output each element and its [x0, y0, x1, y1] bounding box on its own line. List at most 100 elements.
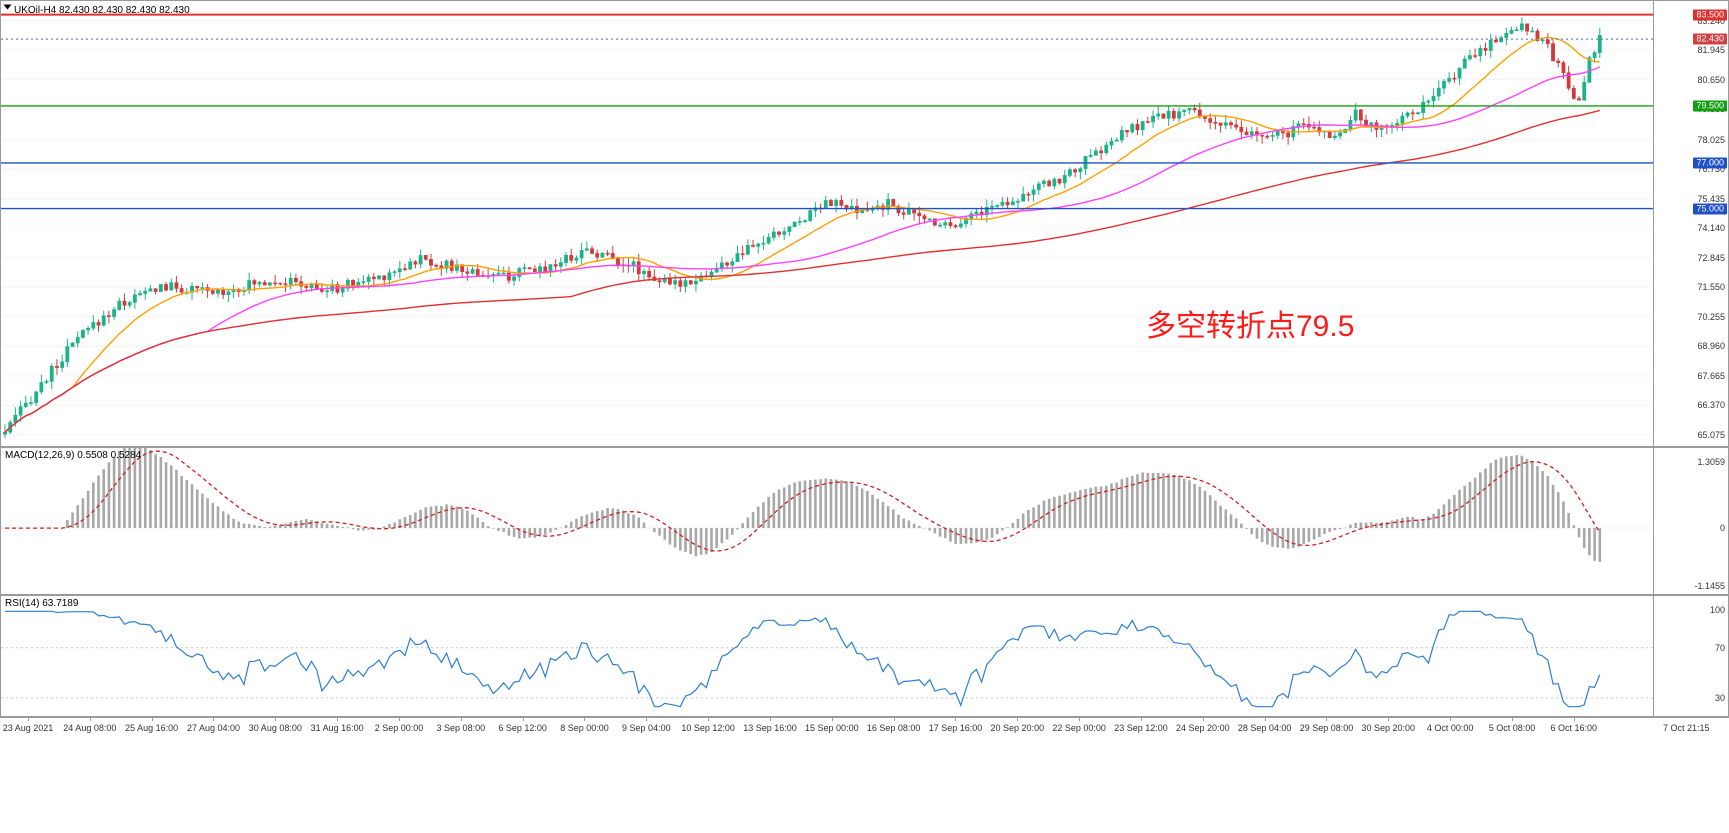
- time-axis-label: 15 Sep 00:00: [805, 723, 859, 733]
- time-axis-label: 3 Sep 08:00: [436, 723, 486, 733]
- time-axis-label: 2 Sep 00:00: [374, 723, 424, 733]
- price-y-tick: 78.025: [1697, 134, 1725, 145]
- time-axis-tick: [708, 717, 710, 721]
- time-axis-tick: [1511, 717, 1513, 721]
- time-axis-label: 13 Sep 16:00: [743, 723, 797, 733]
- collapse-triangle-icon[interactable]: [3, 4, 12, 10]
- price-y-tick: 74.140: [1697, 223, 1725, 234]
- rsi-panel-header: RSI(14) 63.7189: [5, 598, 78, 609]
- price-plot-area[interactable]: 多空转折点79.5: [1, 1, 1653, 446]
- rsi-panel-title: RSI(14) 63.7189: [5, 598, 79, 609]
- rsi-y-tick: 70: [1714, 642, 1725, 653]
- time-axis-label: 28 Sep 04:00: [1237, 723, 1292, 733]
- time-axis-tick: [955, 717, 957, 721]
- rsi-y-tick: 100: [1709, 605, 1725, 615]
- macd-y-tick: -1.1455: [1694, 581, 1725, 591]
- price-y-axis[interactable]: 83.24081.94580.65079.35578.02576.73075.4…: [1653, 1, 1728, 446]
- price-y-tick: 71.550: [1697, 282, 1725, 293]
- time-axis-label: 23 Sep 12:00: [1114, 723, 1168, 733]
- price-panel[interactable]: UKOil-H4 82.430 82.430 82.430 82.430 多空转…: [0, 0, 1729, 447]
- time-axis-label: 30 Sep 20:00: [1361, 723, 1416, 733]
- macd-panel[interactable]: MACD(12,26,9) 0.5508 0.5284 1.3059 0 -1.14…: [0, 447, 1729, 595]
- time-axis-tick: [831, 717, 833, 721]
- price-y-tick: 67.665: [1697, 370, 1725, 381]
- price-level-label: 82.430: [1693, 33, 1727, 45]
- time-axis-label: 25 Aug 16:00: [125, 723, 179, 733]
- time-axis-label: 31 Aug 16:00: [310, 723, 364, 733]
- macd-series-svg: [1, 448, 1653, 562]
- time-axis-label: 8 Sep 00:00: [560, 723, 609, 733]
- price-y-tick: 83.240: [1697, 15, 1725, 26]
- time-axis-label: 23 Aug 2021: [2, 723, 54, 733]
- time-axis-label: 10 Sep 12:00: [681, 723, 735, 733]
- price-level-label: 77.000: [1693, 157, 1727, 169]
- time-axis-tick: [646, 717, 648, 721]
- time-axis-label: 24 Aug 08:00: [63, 723, 117, 733]
- time-axis-tick: [89, 717, 91, 721]
- time-axis-label: 27 Aug 04:00: [186, 723, 241, 733]
- price-y-tick: 76.730: [1697, 164, 1725, 175]
- time-axis-label: 4 Oct 00:00: [1426, 723, 1474, 733]
- macd-y-axis[interactable]: 1.3059 0 -1.1455: [1653, 448, 1728, 594]
- price-y-tick: 80.650: [1697, 74, 1725, 85]
- time-axis-tick: [1326, 717, 1328, 721]
- price-y-tick: 70.255: [1697, 311, 1725, 322]
- time-axis-label: 17 Sep 16:00: [928, 723, 983, 733]
- rsi-plot-area[interactable]: [1, 596, 1653, 716]
- rsi-y-axis[interactable]: 100 70 30: [1653, 596, 1728, 716]
- macd-y-tick: 1.3059: [1697, 457, 1725, 467]
- price-y-tick: 65.075: [1697, 429, 1725, 440]
- price-y-tick: 72.845: [1697, 252, 1725, 263]
- time-axis[interactable]: 23 Aug 2021 24 Aug 08:00 25 Aug 16:00 27 Au…: [0, 717, 1729, 833]
- price-y-tick: 75.435: [1697, 193, 1725, 204]
- time-axis-label: 5 Oct 08:00: [1488, 723, 1536, 733]
- time-axis-tick: [275, 717, 277, 721]
- time-axis-label: 30 Aug 08:00: [248, 723, 302, 733]
- time-axis-label: 24 Sep 20:00: [1176, 723, 1230, 733]
- price-panel-header: UKOil-H4 82.430 82.430 82.430 82.430: [3, 3, 190, 16]
- time-axis-tick: [1573, 717, 1575, 721]
- time-axis-label: 6 Oct 16:00: [1550, 723, 1598, 733]
- price-y-tick: 81.945: [1697, 45, 1725, 56]
- macd-panel-header: MACD(12,26,9) 0.5508 0.5284: [5, 450, 141, 461]
- macd-plot-area[interactable]: [1, 448, 1653, 594]
- macd-y-tick: 0: [1719, 523, 1725, 534]
- time-axis-tick: [1450, 717, 1452, 721]
- rsi-y-tick: 30: [1714, 692, 1725, 703]
- time-axis-line: [0, 717, 1729, 718]
- time-axis-label: 20 Sep 20:00: [990, 723, 1045, 733]
- time-axis-tick: [1264, 717, 1266, 721]
- time-axis-tick: [1079, 717, 1081, 721]
- time-axis-tick: [213, 717, 215, 721]
- price-level-label: 79.500: [1693, 100, 1727, 112]
- time-axis-tick: [460, 717, 462, 721]
- time-axis-label: 16 Sep 08:00: [866, 723, 921, 733]
- time-axis-last-label: 7 Oct 21:15: [1663, 723, 1710, 733]
- time-axis-tick: [151, 717, 153, 721]
- time-axis-tick: [28, 717, 29, 721]
- time-axis-tick: [522, 717, 524, 721]
- macd-panel-title: MACD(12,26,9) 0.5508 0.5284: [5, 450, 142, 461]
- time-axis-tick: [1202, 717, 1204, 721]
- time-axis-label: 22 Sep 00:00: [1052, 723, 1106, 733]
- time-axis-tick: [584, 717, 586, 721]
- price-y-tick: 68.960: [1697, 341, 1725, 352]
- price-y-tick: 66.370: [1697, 400, 1725, 411]
- time-axis-tick: [1017, 717, 1019, 721]
- price-panel-title: UKOil-H4 82.430 82.430 82.430 82.430: [14, 5, 190, 16]
- time-axis-label: 9 Sep 04:00: [622, 723, 671, 733]
- time-axis-tick: [1388, 717, 1390, 721]
- time-axis-label: 29 Sep 08:00: [1299, 723, 1354, 733]
- time-axis-tick: [398, 717, 400, 721]
- time-axis-label: 6 Sep 12:00: [498, 723, 547, 733]
- price-series-svg: [1, 13, 1653, 439]
- price-level-label: 83.500: [1693, 9, 1727, 21]
- time-axis-tick: [1140, 717, 1142, 721]
- chart-annotation: 多空转折点79.5: [1146, 310, 1355, 343]
- time-axis-tick: [893, 717, 895, 721]
- time-axis-tick: [769, 717, 771, 721]
- price-level-label: 75.000: [1693, 203, 1727, 215]
- rsi-series-svg: [1, 610, 1653, 708]
- rsi-panel[interactable]: RSI(14) 63.7189 100 70 30: [0, 595, 1729, 717]
